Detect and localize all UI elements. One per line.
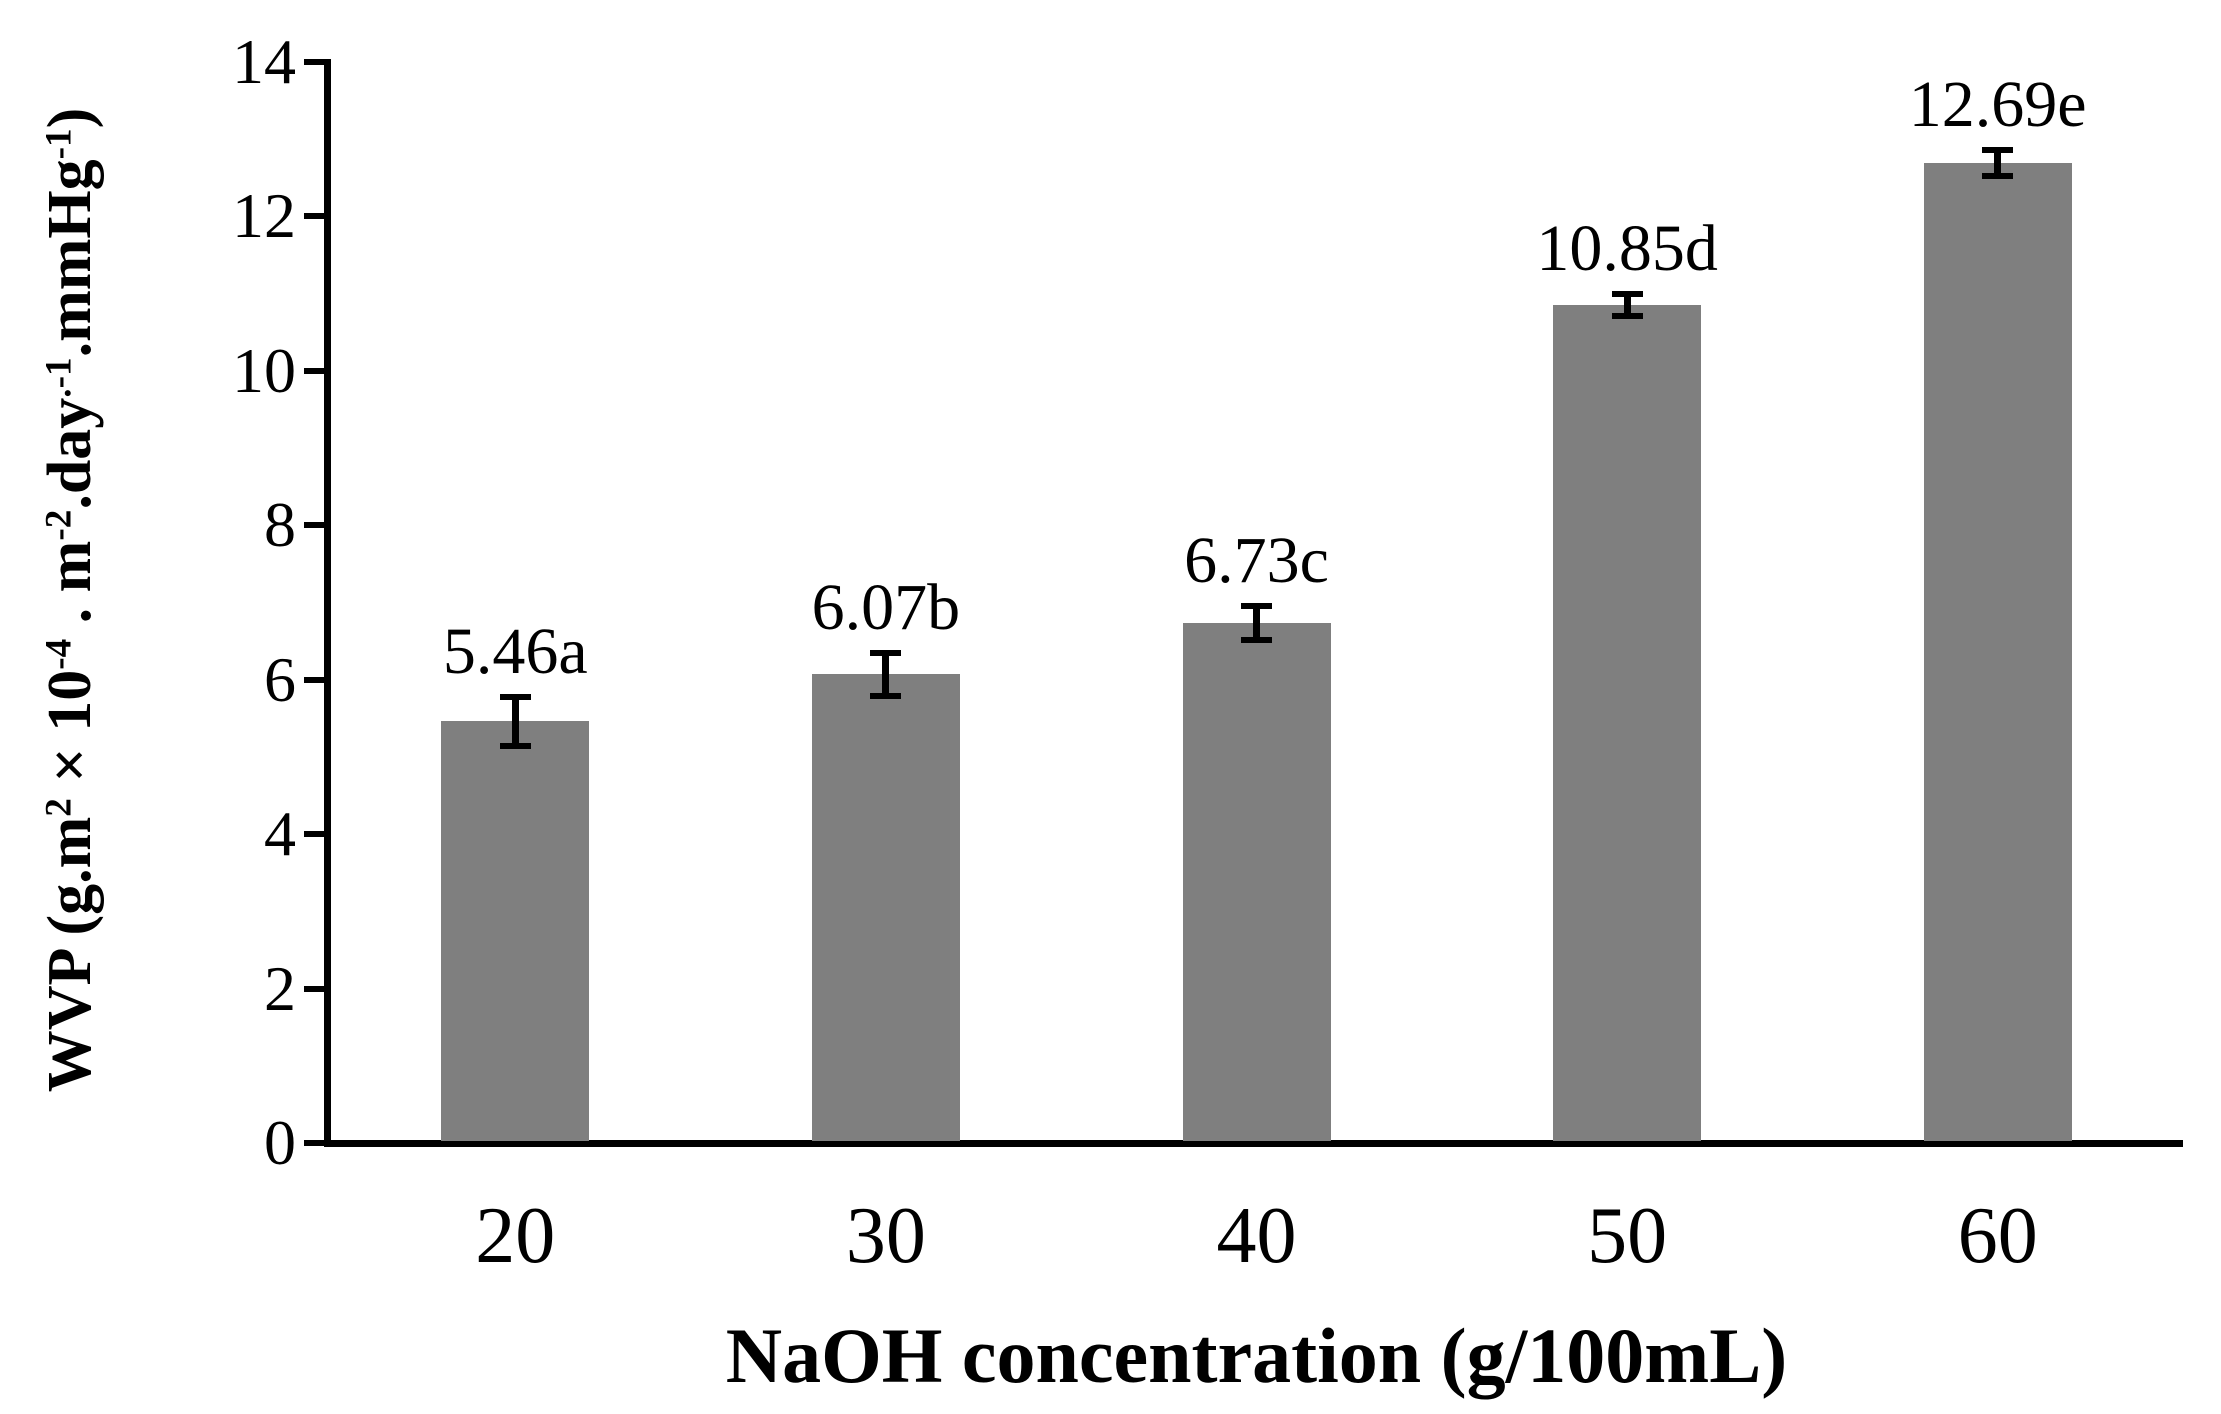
y-tick-mark: [304, 985, 330, 992]
y-axis-title-superscript: -2: [38, 509, 80, 541]
bar-value-label: 6.07b: [811, 570, 961, 644]
bar-value-label: 10.85d: [1536, 212, 1718, 286]
y-tick-mark: [304, 522, 330, 529]
error-bar-cap-bottom: [1611, 313, 1643, 320]
error-bar-stem: [1994, 150, 2002, 177]
y-axis-title: WVP (g.m2 × 10-4 . m-2.day.-1.mmHg-1): [20, 0, 120, 1200]
y-axis-title-text: . m: [36, 540, 104, 639]
y-axis-line: [324, 59, 331, 1146]
bar-value-label: 6.73c: [1184, 524, 1329, 598]
y-axis-title-text: ): [36, 107, 104, 129]
bar: [811, 674, 960, 1141]
y-tick-label: 6: [264, 643, 296, 715]
y-tick-mark: [304, 367, 330, 374]
error-bar-cap-top: [1611, 291, 1643, 298]
y-tick-mark: [304, 59, 330, 65]
bar-value-label: 12.69e: [1908, 68, 2087, 142]
x-axis-line: [324, 1140, 2183, 1147]
error-bar-stem: [1253, 606, 1260, 641]
x-axis-title: NaOH concentration (g/100mL): [725, 1312, 1788, 1399]
error-bar-stem: [1623, 294, 1631, 317]
y-tick-mark: [304, 1140, 330, 1146]
error-bar-cap-bottom: [870, 692, 902, 699]
x-tick-label: 60: [1957, 1192, 2038, 1280]
y-axis-title-superscript: .-1: [38, 357, 80, 398]
error-bar-stem: [882, 652, 890, 696]
x-tick-label: 20: [475, 1192, 556, 1280]
y-tick-mark: [304, 213, 330, 220]
y-tick-mark: [304, 831, 330, 838]
error-bar-cap-bottom: [1982, 173, 2014, 180]
bar: [441, 721, 590, 1141]
error-bar-cap-bottom: [499, 743, 531, 750]
error-bar-cap-top: [499, 693, 531, 700]
x-tick-label: 50: [1587, 1192, 1668, 1280]
y-axis-title-superscript: -4: [38, 638, 80, 670]
error-bar-cap-top: [1982, 147, 2014, 154]
y-tick-label: 2: [264, 952, 296, 1024]
y-axis-title-text: × 10: [36, 669, 104, 799]
y-tick-label: 10: [232, 334, 296, 406]
y-axis-title-superscript: 2: [38, 798, 80, 817]
bar: [1182, 623, 1331, 1141]
y-tick-label: 0: [264, 1107, 296, 1178]
bar: [1553, 305, 1702, 1141]
y-tick-label: 4: [264, 798, 296, 870]
x-tick-label: 40: [1216, 1192, 1297, 1280]
y-tick-label: 12: [232, 180, 296, 252]
bar: [1923, 163, 2072, 1141]
y-tick-label: 14: [232, 26, 296, 97]
error-bar-cap-top: [870, 649, 902, 656]
y-tick-mark: [304, 676, 330, 683]
error-bar-stem: [511, 696, 519, 747]
error-bar-cap-top: [1241, 603, 1272, 610]
y-axis-title-text: .day: [36, 397, 104, 510]
y-axis-title-text: WVP (g.m: [36, 816, 104, 1093]
bar-value-label: 5.46a: [442, 614, 588, 688]
x-tick-label: 30: [845, 1192, 926, 1280]
error-bar-cap-bottom: [1241, 637, 1272, 644]
y-tick-label: 8: [264, 489, 296, 561]
y-axis-title-superscript: -1: [38, 128, 80, 160]
y-axis-title-text: .mmHg: [36, 159, 104, 358]
